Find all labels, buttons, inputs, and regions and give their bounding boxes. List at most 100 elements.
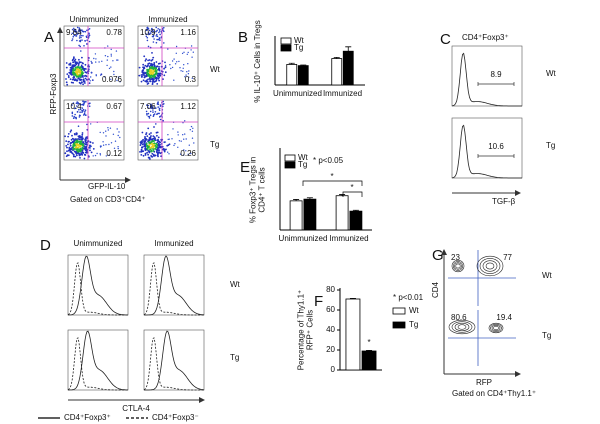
cell-dot: [98, 61, 100, 63]
legend-label: CD4⁺Foxp3⁺: [64, 413, 111, 422]
cell-dot: [178, 140, 181, 142]
cell-dot: [151, 52, 153, 54]
cell-dot: [116, 128, 118, 130]
cell-dot: [95, 58, 97, 60]
error-bar: [293, 199, 300, 201]
cell-dot: [147, 107, 149, 109]
cell-dot: [153, 76, 156, 79]
histogram-dashed: [67, 337, 128, 391]
cell-dot: [158, 68, 161, 71]
cell-dot: [190, 45, 193, 47]
histogram-solid: [144, 330, 205, 391]
cell-dot: [70, 70, 73, 72]
cell-dot: [114, 140, 117, 142]
x-tick-label: Immunized: [329, 234, 368, 243]
cell-dot: [66, 83, 69, 86]
cell-dot: [105, 135, 107, 137]
cell-dot: [156, 143, 158, 146]
cell-dot: [155, 41, 158, 44]
bar: [345, 298, 361, 371]
cell-dot: [144, 152, 147, 155]
cell-dot: [84, 151, 87, 154]
cell-dot: [75, 146, 78, 149]
cell-dot: [116, 79, 118, 82]
gate-value: 8.9: [490, 70, 502, 79]
cell-dot: [84, 137, 87, 140]
cell-dot: [74, 107, 76, 110]
cell-dot: [82, 67, 84, 69]
quadrant-value: 1.16: [180, 28, 196, 37]
cell-dot: [83, 80, 85, 83]
cell-dot: [82, 103, 84, 106]
cell-dot: [108, 143, 110, 146]
cell-dot: [152, 153, 155, 156]
cell-dot: [191, 77, 193, 80]
cell-dot: [92, 155, 94, 157]
cell-dot: [167, 138, 169, 141]
cell-dot: [191, 56, 193, 58]
cell-dot: [148, 29, 151, 32]
cell-dot: [156, 134, 158, 137]
row-label: Wt: [230, 280, 241, 289]
cell-dot: [80, 29, 82, 32]
cell-dot: [83, 45, 85, 47]
cell-dot: [145, 138, 148, 141]
cell-dot: [145, 35, 148, 38]
cell-dot: [142, 79, 145, 82]
cell-dot: [164, 61, 166, 64]
cell-dot: [107, 129, 110, 131]
cell-dot: [84, 100, 86, 103]
cell-dot: [156, 65, 158, 68]
cell-dot: [151, 58, 154, 61]
cell-dot: [80, 50, 82, 52]
cell-dot: [86, 150, 88, 153]
cell-dot: [81, 146, 84, 149]
cell-dot: [147, 59, 150, 62]
cell-dot: [143, 55, 146, 58]
cell-dot: [149, 149, 151, 151]
cell-dot: [150, 155, 153, 158]
cell-dot: [82, 62, 84, 65]
cell-dot: [77, 102, 79, 105]
cell-dot: [70, 138, 73, 141]
cell-dot: [86, 78, 88, 81]
cell-dot: [78, 37, 81, 39]
cell-dot: [140, 80, 143, 83]
cell-dot: [70, 72, 72, 75]
cell-dot: [155, 76, 157, 79]
cell-dot: [145, 142, 148, 145]
cell-dot: [153, 142, 156, 145]
cell-dot: [157, 136, 160, 139]
cell-dot: [152, 115, 155, 117]
cell-dot: [78, 77, 80, 79]
cell-dot: [154, 70, 157, 73]
cell-dot: [156, 151, 159, 154]
cell-dot: [159, 105, 162, 107]
cell-dot: [148, 33, 151, 35]
cell-dot: [84, 147, 87, 150]
cell-dot: [118, 131, 120, 133]
cell-dot: [146, 71, 149, 74]
cell-dot: [75, 102, 78, 105]
cell-dot: [82, 100, 84, 102]
cell-dot: [184, 76, 186, 78]
cell-dot: [100, 145, 102, 147]
cell-dot: [72, 57, 75, 60]
cell-dot: [154, 154, 157, 157]
cell-dot: [96, 152, 98, 155]
cell-dot: [150, 150, 153, 153]
cell-dot: [181, 52, 184, 55]
cell-dot: [152, 135, 155, 138]
cell-dot: [152, 34, 155, 37]
cell-dot: [171, 60, 174, 62]
cell-dot: [73, 117, 75, 119]
cell-dot: [76, 33, 78, 36]
cell-dot: [153, 62, 156, 64]
cell-dot: [78, 44, 80, 47]
row-label: Tg: [230, 353, 239, 362]
y-axis-label: % Foxp3⁺ Tregs in: [249, 157, 258, 223]
cell-dot: [145, 80, 148, 83]
cell-dot: [67, 135, 69, 138]
cell-dot: [175, 52, 177, 54]
cell-dot: [141, 131, 144, 134]
